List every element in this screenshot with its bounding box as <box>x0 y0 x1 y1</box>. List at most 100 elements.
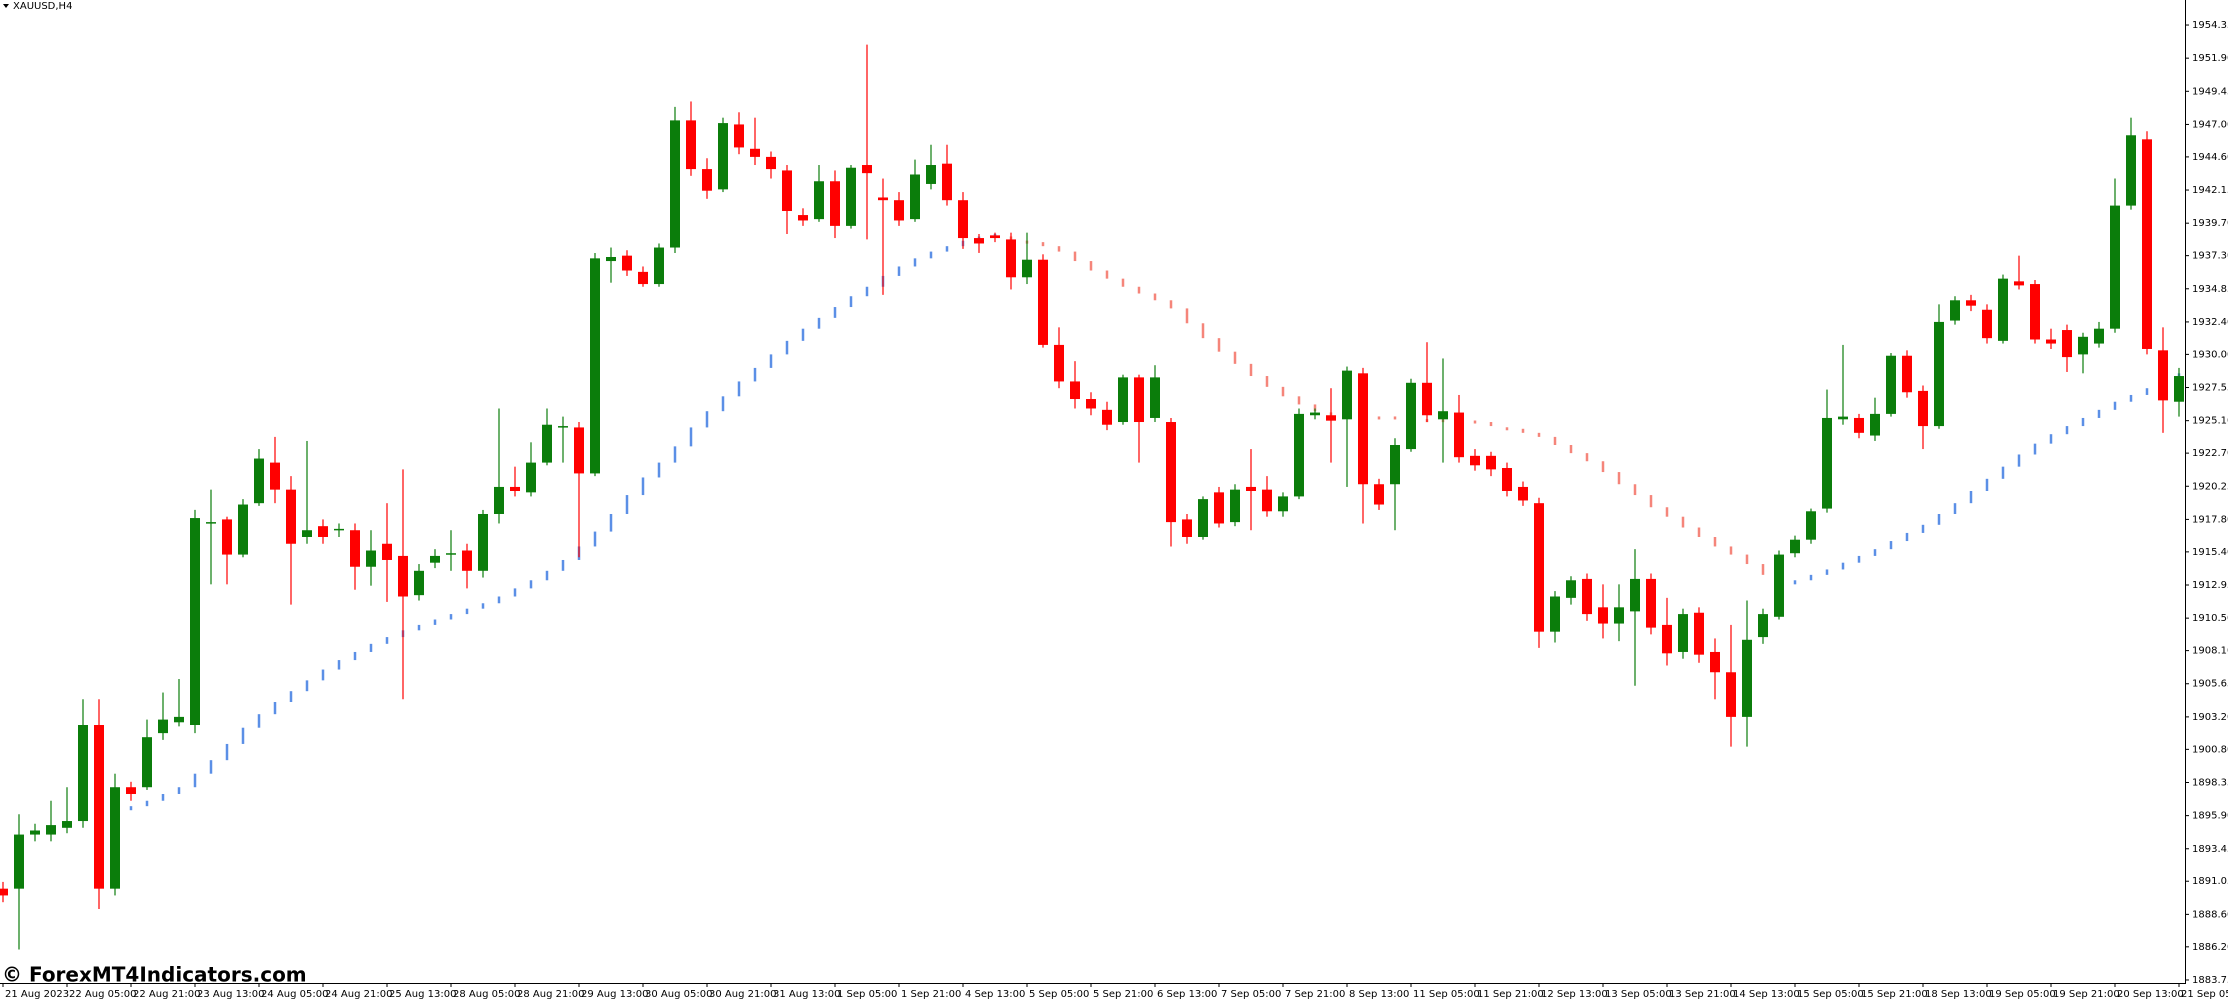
candle-body <box>1726 672 1736 717</box>
x-tick-label: 21 Sep 05:00 <box>2181 989 2228 1000</box>
candle-body <box>590 258 600 474</box>
candle-body <box>46 825 56 835</box>
candle-body <box>1822 417 1832 509</box>
y-tick-label: 1915.40 <box>2192 547 2228 558</box>
x-tick-label: 18 Sep 13:00 <box>1925 989 1992 1000</box>
y-tick-label: 1927.55 <box>2192 383 2228 394</box>
candle-body <box>1230 489 1240 523</box>
candle-body <box>654 247 664 285</box>
x-tick-label: 14 Sep 13:00 <box>1733 989 1800 1000</box>
candle-body <box>206 522 216 524</box>
y-tick-label: 1910.50 <box>2192 613 2228 624</box>
y-tick-label: 1954.35 <box>2192 20 2228 31</box>
candle-body <box>558 426 568 428</box>
candle-body <box>1838 416 1848 420</box>
x-tick-label: 30 Aug 21:00 <box>709 989 776 1000</box>
y-tick-label: 1934.85 <box>2192 284 2228 295</box>
candle-body <box>1966 300 1976 306</box>
candle-body <box>1998 278 2008 341</box>
candle-body <box>1934 321 1944 427</box>
candle-body <box>1694 612 1704 655</box>
x-tick-label: 13 Sep 21:00 <box>1669 989 1736 1000</box>
x-tick-label: 15 Sep 05:00 <box>1797 989 1864 1000</box>
candle-body <box>638 271 648 285</box>
x-tick-label: 28 Aug 21:00 <box>517 989 584 1000</box>
y-tick-label: 1939.70 <box>2192 218 2228 229</box>
candle-body <box>1022 259 1032 278</box>
candle-body <box>1070 381 1080 400</box>
y-tick-label: 1944.60 <box>2192 152 2228 163</box>
candle-body <box>1502 468 1512 491</box>
x-tick-label: 28 Aug 05:00 <box>453 989 520 1000</box>
x-tick-label: 8 Sep 13:00 <box>1349 989 1409 1000</box>
y-tick-label: 1917.80 <box>2192 514 2228 525</box>
candle-body <box>30 830 40 835</box>
y-tick-label: 1920.25 <box>2192 481 2228 492</box>
y-tick-label: 1891.05 <box>2192 876 2228 887</box>
chart-title: XAUUSD,H4 <box>13 1 72 12</box>
candle-body <box>142 737 152 788</box>
x-tick-label: 4 Sep 13:00 <box>965 989 1025 1000</box>
candle-body <box>1918 390 1928 427</box>
candle-body <box>1614 607 1624 624</box>
candle-body <box>2062 330 2072 358</box>
candle-body <box>494 486 504 514</box>
y-tick-label: 1947.00 <box>2192 119 2228 130</box>
candle-body <box>1182 519 1192 537</box>
x-tick-label: 20 Sep 13:00 <box>2117 989 2184 1000</box>
x-tick-label: 31 Aug 13:00 <box>773 989 840 1000</box>
x-tick-label: 5 Sep 21:00 <box>1093 989 1153 1000</box>
y-tick-label: 1951.90 <box>2192 53 2228 64</box>
candle-body <box>670 120 680 248</box>
candle-body <box>2158 350 2168 401</box>
candle-body <box>510 486 520 491</box>
x-tick-label: 23 Aug 13:00 <box>197 989 264 1000</box>
candle-body <box>2110 205 2120 329</box>
candle-body <box>2126 135 2136 206</box>
candle-body <box>1630 578 1640 612</box>
y-tick-label: 1932.40 <box>2192 317 2228 328</box>
candle-body <box>382 543 392 560</box>
candle-body <box>398 555 408 597</box>
candle-body <box>1854 417 1864 433</box>
candle-body <box>1086 399 1096 409</box>
candle-body <box>1326 415 1336 421</box>
candle-body <box>78 725 88 822</box>
x-tick-label: 12 Sep 13:00 <box>1541 989 1608 1000</box>
candle-body <box>62 821 72 828</box>
x-tick-label: 19 Sep 05:00 <box>1989 989 2056 1000</box>
candle-body <box>1470 455 1480 466</box>
candle-body <box>1406 382 1416 450</box>
candle-body <box>1422 382 1432 416</box>
candle-body <box>1038 259 1048 345</box>
candle-body <box>1902 355 1912 393</box>
candle-body <box>1374 484 1384 505</box>
candle-body <box>1678 614 1688 652</box>
candle-body <box>1166 422 1176 523</box>
candle-body <box>2174 376 2184 402</box>
candle-body <box>1518 486 1528 501</box>
candle-body <box>1742 639 1752 717</box>
candle-body <box>1646 578 1656 628</box>
x-tick-label: 24 Aug 21:00 <box>325 989 392 1000</box>
candle-body <box>446 553 456 555</box>
candle-body <box>1790 539 1800 554</box>
candle-body <box>1278 496 1288 512</box>
y-tick-label: 1905.65 <box>2192 679 2228 690</box>
candle-body <box>878 197 888 201</box>
candle-body <box>542 424 552 463</box>
candle-body <box>830 181 840 226</box>
candle-body <box>1950 300 1960 321</box>
y-tick-label: 1883.75 <box>2192 975 2228 986</box>
candle-body <box>1982 309 1992 339</box>
candle-body <box>158 719 168 734</box>
y-tick-label: 1937.30 <box>2192 251 2228 262</box>
candle-body <box>270 462 280 490</box>
candle-body <box>1262 489 1272 512</box>
y-tick-label: 1888.60 <box>2192 909 2228 920</box>
candle-body <box>926 165 936 184</box>
candle-body <box>1390 445 1400 485</box>
candle-body <box>1486 455 1496 470</box>
